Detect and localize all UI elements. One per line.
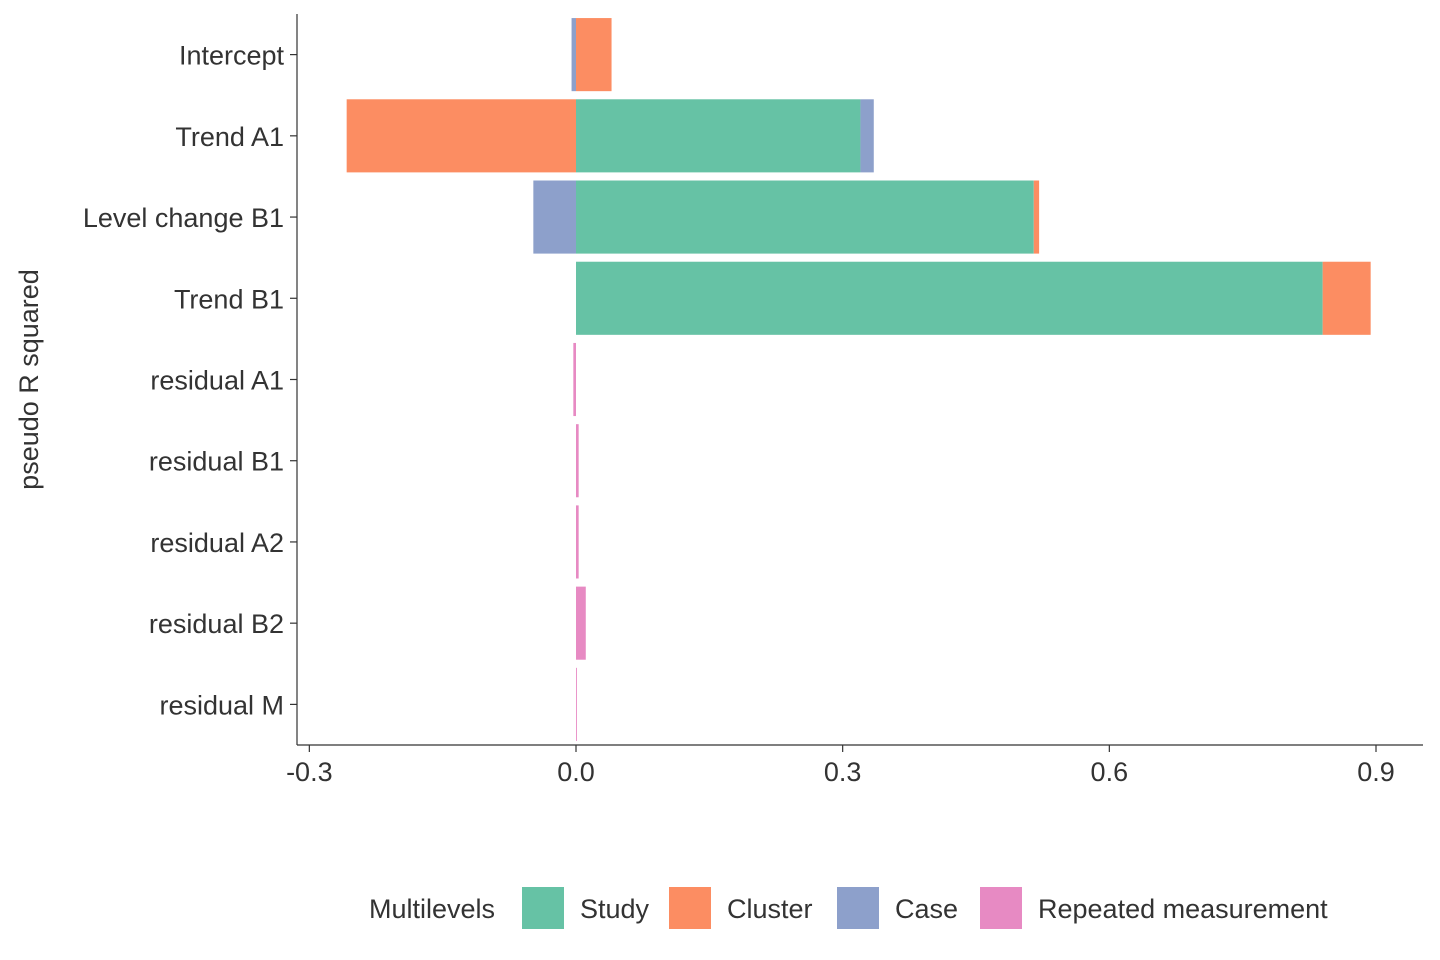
legend-label-case: Case (895, 894, 958, 924)
legend-label-cluster: Cluster (727, 894, 813, 924)
bar-level-change-b1-cluster (1033, 180, 1040, 254)
y-axis-ticks: Intercept Trend A1 Level change B1 Trend B1… (83, 41, 297, 720)
bars-layer (346, 18, 1371, 741)
x-tick-label: 0.6 (1091, 757, 1129, 787)
legend-label-repeated-measurement: Repeated measurement (1038, 894, 1328, 924)
y-tick-label: residual M (159, 690, 284, 720)
bar-residual-m-repeated-measurement (576, 667, 577, 741)
bar-trend-b1-cluster (1322, 261, 1371, 335)
legend-title: Multilevels (369, 894, 495, 924)
x-tick-label: 0.9 (1357, 757, 1395, 787)
x-axis-ticks: -0.3 0.0 0.3 0.6 0.9 (286, 745, 1395, 787)
y-tick-label: Intercept (179, 41, 285, 71)
bar-intercept-case (571, 18, 576, 92)
bar-residual-b1-repeated-measurement (576, 424, 579, 498)
x-tick-label: 0.0 (557, 757, 595, 787)
bar-residual-a1-repeated-measurement (573, 342, 576, 417)
bar-level-change-b1-case (533, 180, 576, 254)
x-tick-label: 0.3 (824, 757, 862, 787)
x-tick-label: -0.3 (286, 757, 333, 787)
legend: Multilevels Study Cluster Case Repeated mea… (369, 887, 1328, 929)
legend-key-repeated-measurement (980, 887, 1022, 929)
y-tick-label: residual A1 (150, 366, 284, 396)
y-tick-label: Trend B1 (174, 284, 284, 314)
bar-intercept-cluster (576, 18, 612, 92)
bar-trend-a1-study (576, 99, 861, 173)
legend-key-case (837, 887, 879, 929)
bar-level-change-b1-study (576, 180, 1034, 254)
y-tick-label: Trend A1 (175, 122, 284, 152)
bar-residual-b2-repeated-measurement (576, 586, 586, 660)
legend-key-cluster (669, 887, 711, 929)
legend-key-study (522, 887, 564, 929)
legend-label-study: Study (580, 894, 650, 924)
bar-trend-a1-cluster (346, 99, 576, 173)
bar-trend-b1-study (576, 261, 1323, 335)
y-tick-label: Level change B1 (83, 203, 284, 233)
bar-trend-a1-case (860, 99, 874, 173)
y-tick-label: residual B2 (149, 609, 284, 639)
y-tick-label: residual B1 (149, 447, 284, 477)
bar-residual-a2-repeated-measurement (576, 505, 579, 579)
y-tick-label: residual A2 (150, 528, 284, 558)
y-axis-title: pseudo R squared (14, 269, 44, 490)
